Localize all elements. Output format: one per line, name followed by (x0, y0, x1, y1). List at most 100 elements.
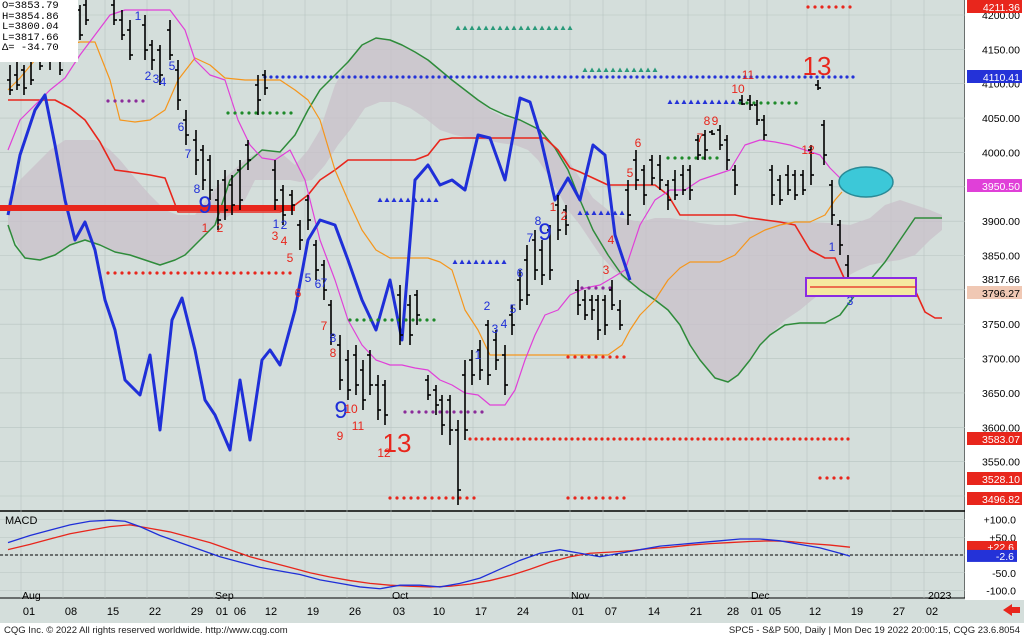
count-red: 11 (742, 68, 755, 82)
resistance-dots (359, 75, 363, 79)
resistance-dots (803, 75, 807, 79)
blue-triangles (695, 99, 701, 104)
support-dots (804, 437, 808, 441)
resistance-dots (479, 75, 483, 79)
green-dash (240, 111, 244, 115)
low-red-dots (839, 476, 843, 480)
purple-dash (120, 99, 124, 103)
count-red: 1 (202, 221, 209, 235)
count-red: 7 (697, 131, 704, 145)
resistance-dots (587, 75, 591, 79)
scroll-right-arrow-icon[interactable] (1003, 604, 1020, 616)
resistance-dots (473, 75, 477, 79)
day-tick-label: 07 (605, 606, 617, 618)
top-red-dots (834, 5, 838, 9)
resistance-dots (491, 75, 495, 79)
low-red-dots (832, 476, 836, 480)
count-blue: 1 (829, 240, 836, 254)
resistance-dots (317, 75, 321, 79)
ohlc-high: H=3854.86 (2, 10, 59, 23)
red-level-dots2 (622, 496, 626, 500)
red-level-dots (274, 271, 278, 275)
resistance-dots (407, 75, 411, 79)
blue-triangles3 (452, 259, 458, 264)
green-dash (233, 111, 237, 115)
support-dots (666, 437, 670, 441)
day-tick-label: 28 (727, 606, 739, 618)
purple-dash3 (580, 286, 584, 290)
support-dots (822, 437, 826, 441)
blue-triangles2 (433, 197, 439, 202)
day-tick-label: 19 (851, 606, 863, 618)
count-red: 9 (337, 429, 344, 443)
teal-triangles2 (624, 67, 630, 72)
resistance-dots (305, 75, 309, 79)
support-dots (702, 437, 706, 441)
resistance-dots (755, 75, 759, 79)
count-blue: 2 (281, 218, 288, 232)
purple-dash3 (601, 286, 605, 290)
red-level-dots2 (587, 496, 591, 500)
purple-dash2 (424, 410, 428, 414)
resistance-dots (743, 75, 747, 79)
support-dots (840, 437, 844, 441)
green-dash (268, 111, 272, 115)
resistance-dots (611, 75, 615, 79)
day-tick-label: 01 (751, 606, 763, 618)
resistance-dots (461, 75, 465, 79)
purple-dash2 (417, 410, 421, 414)
top-red-dots (827, 5, 831, 9)
resistance-dots (389, 75, 393, 79)
resistance-dots (527, 75, 531, 79)
count-red: 11 (352, 419, 365, 433)
support-dots (738, 437, 742, 441)
macd-lines (7, 519, 851, 590)
resistance-dots (659, 75, 663, 79)
resistance-dots (557, 75, 561, 79)
price-tag-label: 3583.07 (982, 434, 1020, 446)
teal-triangles2 (582, 67, 588, 72)
green-dash (226, 111, 230, 115)
red-level-dots (162, 271, 166, 275)
price-tag (967, 70, 1022, 83)
count-red: 1 (550, 200, 557, 214)
teal-triangles (504, 25, 510, 30)
resistance-dots (599, 75, 603, 79)
purple-dash2 (459, 410, 463, 414)
support-dots (828, 437, 832, 441)
indicator-lines (0, 9, 942, 452)
teal-triangles (553, 25, 559, 30)
count-red: 7 (321, 319, 328, 333)
top-red-dots (841, 5, 845, 9)
resistance-dots (539, 75, 543, 79)
teal-triangles (469, 25, 475, 30)
support-dots (780, 437, 784, 441)
resistance-dots (269, 75, 273, 79)
red-level-dots (225, 271, 229, 275)
blue-triangles4 (598, 210, 604, 215)
support-dots (534, 437, 538, 441)
nine-blue: 9 (198, 192, 211, 219)
resistance-dots (563, 75, 567, 79)
red-dash5 (587, 355, 591, 359)
count-red: 6 (635, 136, 642, 150)
red-level-dots2 (615, 496, 619, 500)
month-label: Nov (571, 590, 590, 602)
support-dots (768, 437, 772, 441)
support-dots (672, 437, 676, 441)
red-level-dots (155, 271, 159, 275)
resistance-dots (437, 75, 441, 79)
support-dots (576, 437, 580, 441)
day-tick-label: 17 (475, 606, 487, 618)
purple-dash (127, 99, 131, 103)
teal-triangles (546, 25, 552, 30)
price-tag (967, 272, 1022, 285)
day-tick-label: 05 (769, 606, 781, 618)
top-red-dots (848, 5, 852, 9)
green-dash2 (425, 318, 429, 322)
support-dots-low (472, 496, 476, 500)
blue-triangles3 (487, 259, 493, 264)
support-dots (846, 437, 850, 441)
